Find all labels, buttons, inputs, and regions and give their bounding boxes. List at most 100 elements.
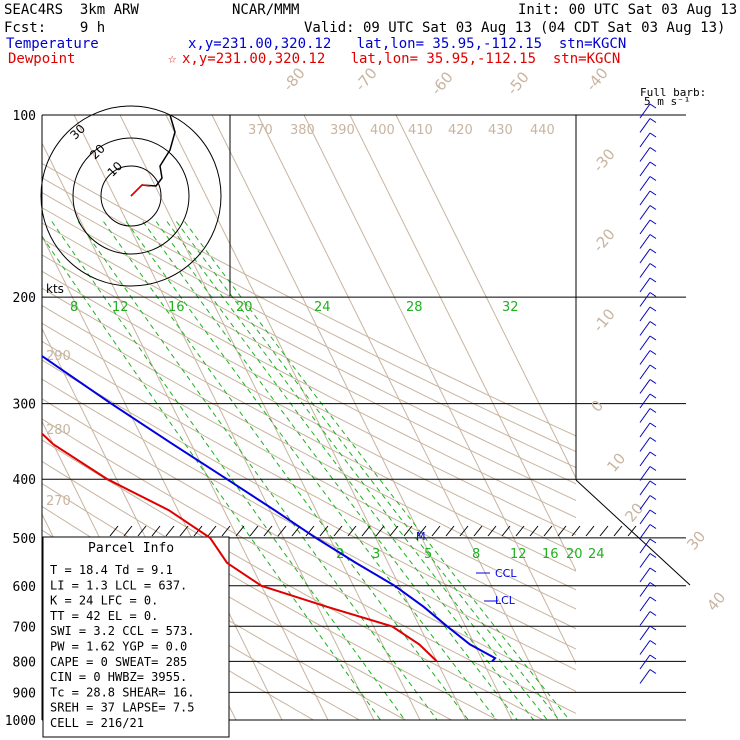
mixing-ratio-line xyxy=(51,221,406,721)
hatch-mark xyxy=(305,525,315,537)
theta-tick-label: 420 xyxy=(448,123,473,138)
hatch-mark xyxy=(235,525,245,537)
wind-barb-flag xyxy=(649,364,657,370)
mixing-ratio-line xyxy=(155,221,535,721)
wind-barb-staff xyxy=(639,567,651,583)
hodograph-ring-label: 30 xyxy=(67,122,88,143)
mixing-ratio-line xyxy=(42,235,381,721)
wind-barb-staff xyxy=(639,292,651,307)
wind-barb-flag xyxy=(649,161,657,167)
hatch-mark xyxy=(333,525,343,537)
isotherm-tick-label: -70 xyxy=(351,64,381,94)
hatch-mark xyxy=(137,525,147,537)
parcel-info-row: CAPE = 0 SWEAT= 285 xyxy=(50,655,187,669)
wind-barb-staff xyxy=(639,640,651,655)
wind-barb-flag xyxy=(649,234,657,239)
hodograph-ring xyxy=(72,137,190,255)
hatch-mark xyxy=(123,525,133,537)
pressure-tick-label: 700 xyxy=(13,620,36,635)
hatch-mark xyxy=(487,525,497,537)
hatch-mark xyxy=(277,525,287,537)
parcel-info-row: SWI = 3.2 CCL = 573. xyxy=(50,624,195,638)
mixing-ratio-tick-label: 5 xyxy=(424,547,432,562)
dry-adiabat-lines xyxy=(42,162,576,721)
isotherm-line xyxy=(257,115,559,721)
wind-barb-staff xyxy=(639,103,651,119)
wind-barb-flag xyxy=(649,480,657,486)
right-axis-diagonal xyxy=(575,479,691,586)
parcel-info-row: SREH = 37 LAPSE= 7.5 xyxy=(50,701,195,715)
dry-adiabat-line xyxy=(42,222,576,502)
wind-barb-flag xyxy=(649,219,657,225)
wind-barb-staff xyxy=(639,495,651,510)
isotherm-tick-label: 0 xyxy=(587,397,607,416)
hatch-mark xyxy=(319,525,329,537)
pressure-tick-label: 1000 xyxy=(5,714,36,729)
mixing-ratio-tick-label: 20 xyxy=(566,547,583,562)
mixing-ratio-lines xyxy=(42,221,570,721)
hatch-mark xyxy=(627,525,637,537)
parcel-info-row: CELL = 216/21 xyxy=(50,716,144,730)
dry-adiabat-line xyxy=(42,439,544,721)
theta-tick-label: 390 xyxy=(330,123,355,138)
pressure-tick-label: 400 xyxy=(13,473,36,488)
dry-adiabat-line xyxy=(42,340,576,630)
wind-barb-flag xyxy=(649,567,657,573)
dry-adiabat-line xyxy=(42,177,576,453)
plot-frame xyxy=(41,115,691,720)
isotherm-line xyxy=(42,142,329,721)
hodograph-ring xyxy=(40,105,222,287)
hatch-mark xyxy=(431,525,441,537)
theta-tick-label: 280 xyxy=(46,423,71,438)
wind-barb-flag xyxy=(649,350,657,355)
parcel-info-box: Parcel Info T = 18.4 Td = 9.1LI = 1.3 LCL… xyxy=(42,536,230,738)
wind-barb-staff xyxy=(639,582,651,597)
hatch-mark xyxy=(473,525,483,537)
isotherm-line xyxy=(211,115,513,721)
hodograph-ring xyxy=(100,165,162,227)
init-time: Init: 00 UTC Sat 03 Aug 13 xyxy=(518,2,738,18)
dewpoint-legend: Dewpoint xyxy=(8,51,76,67)
wind-barb-flag xyxy=(649,538,657,544)
wind-barb-staff xyxy=(639,263,651,278)
hatch-mark xyxy=(403,525,413,537)
parcel-info-row: Tc = 28.8 SHEAR= 16. xyxy=(50,685,195,699)
mixing-ratio-line xyxy=(125,221,497,721)
wind-barb-flag xyxy=(649,321,657,326)
wind-barb-staff xyxy=(639,176,651,191)
dry-adiabat-line xyxy=(42,287,576,572)
wind-barb-staff xyxy=(639,654,651,670)
isotherm-line xyxy=(165,115,467,721)
temperature-location: x,y=231.00,320.12 lat,lon= 35.95,-112.15… xyxy=(188,36,627,52)
temperature-legend: Temperature xyxy=(6,36,99,52)
isotherm-line xyxy=(395,115,576,480)
wind-barb-flag xyxy=(649,277,657,283)
hatch-mark xyxy=(543,525,553,537)
wind-barb-flag xyxy=(649,306,657,312)
wind-barb-flag xyxy=(649,335,657,341)
isotherm-tick-label: -60 xyxy=(427,68,457,98)
hatch-mark xyxy=(193,525,203,537)
pressure-tick-label: 200 xyxy=(13,291,36,306)
mixing-ratio-tick-label: 8 xyxy=(472,547,480,562)
wind-barb-flag xyxy=(649,451,657,457)
mixing-ratio-tick-label: 3 xyxy=(372,547,380,562)
wind-barb-staff xyxy=(639,118,651,133)
parcel-info-row: LI = 1.3 LCL = 637. xyxy=(50,578,187,592)
wind-barb-flag xyxy=(649,147,657,152)
barb-unit: 5 m s⁻¹ xyxy=(644,95,691,108)
wind-barb-flag xyxy=(649,596,657,602)
dry-adiabat-line xyxy=(42,322,576,610)
mixing-ratio-tick-label: 2 xyxy=(336,547,344,562)
hatch-mark xyxy=(571,525,581,537)
pressure-tick-label: 600 xyxy=(13,580,36,595)
mixing-ratio-tick-label: 32 xyxy=(502,300,519,315)
parcel-info-row: CIN = 0 HWBZ= 3955. xyxy=(50,670,187,684)
wind-barb-staff xyxy=(639,538,651,554)
wind-barb-staff xyxy=(639,379,651,394)
wind-barb-flag xyxy=(649,408,657,413)
wind-barb-flag xyxy=(649,263,657,268)
mixing-ratio-tick-label: 20 xyxy=(236,300,253,315)
